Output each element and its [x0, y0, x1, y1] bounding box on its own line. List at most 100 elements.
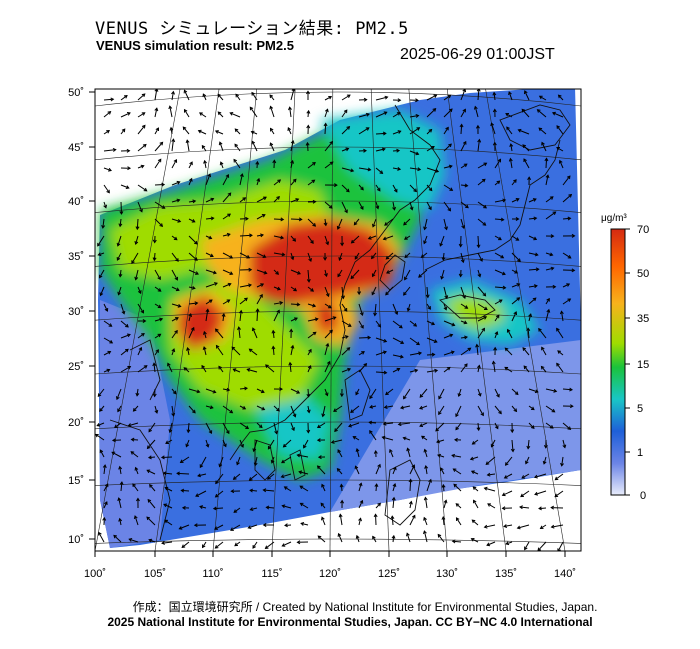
- wind-arrow-head: [514, 391, 519, 396]
- wind-arrow-head: [227, 282, 232, 287]
- wind-arrow-head: [298, 470, 303, 475]
- wind-arrow-head: [118, 465, 123, 470]
- wind-arrow-head: [536, 109, 541, 113]
- wind-arrow-head: [296, 390, 301, 394]
- wind-arrow: [233, 507, 241, 513]
- wind-arrow: [511, 297, 520, 305]
- wind-arrow-head: [414, 368, 419, 373]
- wind-arrow-head: [521, 475, 526, 479]
- wind-arrow-head: [393, 188, 398, 193]
- wind-arrow: [217, 111, 224, 118]
- wind-arrow: [558, 94, 564, 101]
- wind-arrow-head: [214, 328, 219, 333]
- parallel-line: [95, 200, 581, 213]
- wind-arrow: [324, 201, 333, 209]
- longitude-ticks: [94, 551, 566, 557]
- wind-arrow-head: [566, 175, 571, 180]
- wind-arrow: [392, 167, 401, 170]
- wind-arrow-head: [434, 368, 439, 373]
- wind-arrow-head: [458, 243, 463, 248]
- wind-arrow: [120, 366, 131, 373]
- wind-arrow-head: [127, 365, 132, 370]
- wind-arrow-head: [552, 284, 557, 289]
- wind-arrow-head: [415, 98, 419, 103]
- wind-arrow: [103, 184, 110, 194]
- license-line: 2025 National Institute for Environmenta…: [107, 615, 593, 629]
- wind-arrow: [353, 436, 360, 441]
- wind-arrow: [171, 269, 178, 281]
- wind-arrow-head: [465, 204, 469, 209]
- wind-arrow-head: [403, 291, 407, 296]
- wind-arrow: [146, 469, 156, 475]
- wind-arrow: [356, 448, 360, 458]
- wind-arrow: [528, 388, 539, 393]
- wind-arrow: [188, 302, 198, 305]
- wind-arrow-head: [546, 297, 550, 302]
- wind-arrow-head: [476, 364, 481, 369]
- wind-arrow-head: [330, 440, 335, 444]
- wind-arrow-head: [306, 278, 311, 283]
- wind-arrow: [477, 235, 480, 248]
- wind-arrow: [426, 201, 432, 210]
- wind-arrow-head: [277, 179, 282, 183]
- wind-arrow: [222, 405, 233, 414]
- wind-arrow-head: [308, 258, 312, 263]
- wind-arrow-head: [185, 139, 190, 144]
- wind-arrow-head: [236, 461, 240, 466]
- wind-arrow-head: [377, 323, 382, 328]
- wind-arrow: [424, 218, 428, 230]
- wind-arrow-head: [148, 538, 153, 543]
- wind-arrow-head: [102, 516, 107, 521]
- wind-arrow: [511, 405, 517, 412]
- wind-arrow-head: [297, 271, 301, 275]
- wind-arrow: [537, 109, 547, 118]
- wind-arrow-head: [282, 443, 287, 448]
- wind-arrow-head: [454, 437, 458, 442]
- wind-arrow: [230, 112, 241, 118]
- wind-arrow-head: [272, 159, 277, 164]
- wind-arrow-head: [284, 523, 288, 528]
- wind-arrow: [301, 522, 309, 526]
- wind-arrow-head: [497, 158, 502, 163]
- wind-arrow-head: [289, 328, 294, 333]
- wind-arrow: [195, 490, 207, 497]
- wind-arrow: [460, 363, 468, 373]
- wind-arrow-head: [139, 208, 143, 213]
- credit-line: 作成：国立環境研究所 / Created by National Institu…: [132, 600, 598, 614]
- wind-arrow-head: [217, 111, 222, 116]
- wind-arrow-head: [251, 140, 256, 145]
- wind-arrow: [235, 94, 241, 101]
- wind-arrow: [248, 524, 258, 529]
- wind-arrow-head: [355, 448, 360, 452]
- wind-arrow: [129, 538, 139, 543]
- wind-arrow: [494, 388, 500, 398]
- wind-arrow-head: [121, 310, 126, 315]
- wind-arrow: [267, 473, 275, 480]
- wind-arrow: [337, 218, 343, 230]
- meridian-line: [95, 89, 181, 551]
- wind-arrow: [442, 252, 445, 260]
- wind-arrow: [460, 109, 466, 118]
- wind-arrow: [239, 284, 252, 288]
- wind-arrow: [409, 352, 422, 356]
- wind-arrow-head: [392, 206, 397, 211]
- wind-arrow: [137, 286, 142, 294]
- latitude-ticks: [89, 91, 95, 540]
- wind-arrow-head: [504, 366, 509, 371]
- wind-arrow-head: [260, 389, 265, 394]
- wind-arrow: [426, 337, 438, 343]
- wind-arrow-head: [476, 427, 481, 432]
- wind-arrow-head: [255, 160, 260, 165]
- wind-arrow-head: [141, 124, 146, 129]
- wind-arrow-head: [157, 288, 162, 292]
- wind-arrow-head: [423, 496, 428, 501]
- wind-arrow-head: [155, 127, 159, 132]
- wind-arrow: [426, 303, 431, 310]
- wind-arrow: [426, 369, 438, 373]
- wind-arrow-head: [540, 365, 545, 370]
- wind-arrow: [188, 313, 192, 322]
- wind-arrow: [477, 162, 487, 169]
- wind-arrow: [460, 218, 465, 229]
- lon-label: 120˚: [319, 568, 341, 580]
- wind-arrow-head: [411, 514, 416, 519]
